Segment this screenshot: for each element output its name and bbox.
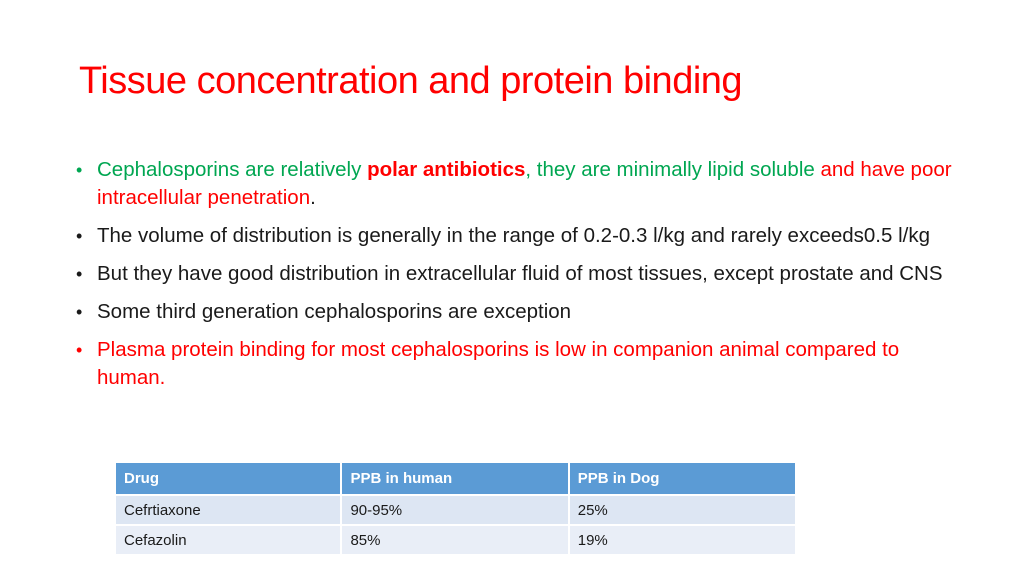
bullet-text: .	[310, 186, 316, 209]
bullet-list: • Cephalosporins are relatively polar an…	[76, 156, 956, 402]
bullet-dot-icon: •	[76, 264, 83, 284]
bullet-item-protein-binding: • Plasma protein binding for most cephal…	[76, 336, 956, 392]
column-header-ppb-human: PPB in human	[340, 461, 570, 496]
bullet-dot-icon: •	[76, 160, 83, 180]
cell-drug: Cefrtiaxone	[113, 494, 343, 526]
bullet-item-polarity: • Cephalosporins are relatively polar an…	[76, 156, 956, 212]
bullet-text: Some third generation cephalosporins are…	[97, 300, 572, 323]
table-row: Cefrtiaxone 90-95% 25%	[113, 494, 798, 526]
ppb-table: Drug PPB in human PPB in Dog Cefrtiaxone…	[113, 461, 798, 556]
bullet-dot-icon: •	[76, 302, 83, 322]
bullet-text: Cephalosporins are relatively	[97, 158, 368, 181]
cell-ppb-human: 85%	[340, 524, 570, 556]
table-row: Cefazolin 85% 19%	[113, 524, 798, 556]
column-header-ppb-dog: PPB in Dog	[567, 461, 798, 496]
cell-ppb-human: 90-95%	[340, 494, 570, 526]
bullet-text: The volume of distribution is generally …	[97, 224, 930, 247]
bullet-text: and have poor intracellular penetration	[97, 158, 952, 209]
slide-title: Tissue concentration and protein binding	[79, 60, 743, 102]
bullet-emphasis: polar antibiotics	[367, 158, 526, 181]
bullet-text: Plasma protein binding for most cephalos…	[97, 338, 900, 389]
cell-ppb-dog: 25%	[567, 494, 798, 526]
cell-ppb-dog: 19%	[567, 524, 798, 556]
column-header-drug: Drug	[113, 461, 343, 496]
table-header-row: Drug PPB in human PPB in Dog	[113, 461, 798, 496]
bullet-text: , they are minimally lipid soluble	[525, 158, 821, 181]
bullet-text: But they have good distribution in extra…	[97, 262, 943, 285]
bullet-item-volume: • The volume of distribution is generall…	[76, 222, 956, 250]
cell-drug: Cefazolin	[113, 524, 343, 556]
bullet-item-exception: • Some third generation cephalosporins a…	[76, 298, 956, 326]
bullet-item-distribution: • But they have good distribution in ext…	[76, 260, 956, 288]
bullet-dot-icon: •	[76, 340, 83, 360]
bullet-dot-icon: •	[76, 226, 83, 246]
